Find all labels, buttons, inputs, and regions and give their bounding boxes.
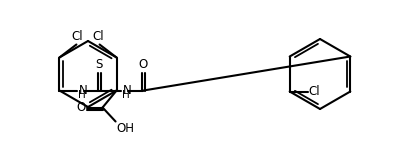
Text: N: N	[78, 84, 87, 97]
Text: Cl: Cl	[92, 30, 104, 43]
Text: Cl: Cl	[308, 85, 320, 98]
Text: H: H	[78, 90, 86, 100]
Text: S: S	[96, 57, 103, 70]
Text: Cl: Cl	[71, 30, 83, 43]
Text: OH: OH	[116, 122, 134, 135]
Text: H: H	[122, 90, 130, 100]
Text: N: N	[122, 84, 131, 97]
Text: O: O	[139, 57, 148, 70]
Text: O: O	[76, 100, 85, 114]
